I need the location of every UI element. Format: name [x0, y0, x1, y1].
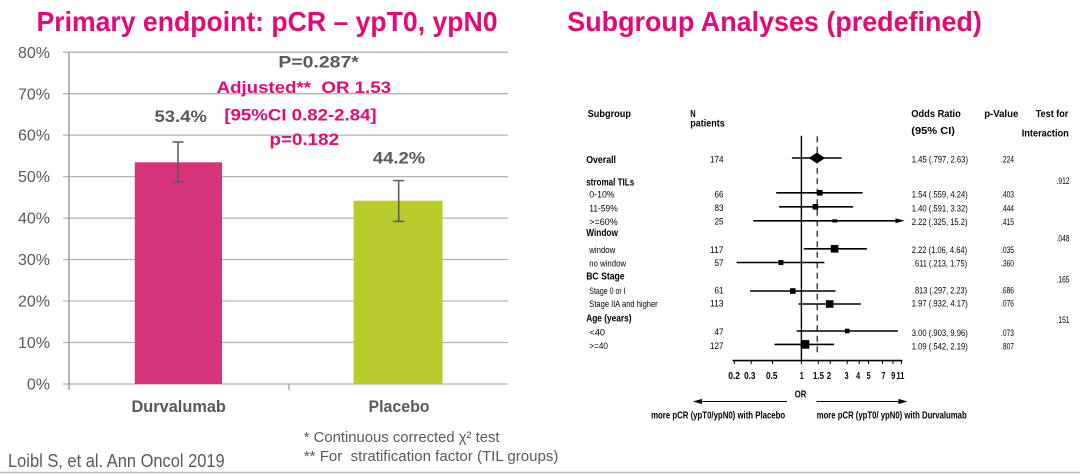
svg-text:BC Stage: BC Stage	[586, 271, 625, 283]
svg-text:Adjusted** OR 1.53: Adjusted** OR 1.53	[217, 78, 391, 97]
svg-text:P=0.287*: P=0.287*	[278, 53, 359, 72]
svg-text:1.40 (.591, 3.32): 1.40 (.591, 3.32)	[912, 203, 968, 213]
svg-text:1.5: 1.5	[813, 370, 824, 382]
svg-text:3.00 (.903, 9.96): 3.00 (.903, 9.96)	[912, 328, 968, 338]
svg-text:2.22 (.325, 15.2): 2.22 (.325, 15.2)	[912, 217, 968, 227]
svg-text:.048: .048	[1057, 234, 1070, 244]
svg-text:66: 66	[715, 190, 724, 200]
svg-text:(95% CI): (95% CI)	[911, 125, 955, 137]
svg-text:25: 25	[715, 217, 724, 227]
svg-text:Window: Window	[586, 227, 618, 239]
svg-text:1.97 (.932, 4.17): 1.97 (.932, 4.17)	[912, 299, 968, 309]
svg-text:.912: .912	[1057, 176, 1070, 186]
svg-text:.403: .403	[1001, 190, 1014, 200]
svg-text:Test for: Test for	[1036, 108, 1069, 120]
svg-text:60%: 60%	[18, 128, 50, 145]
svg-text:p-Value: p-Value	[984, 108, 1018, 120]
svg-text:5: 5	[867, 370, 871, 382]
svg-text:Loibl S, et al. Ann Oncol 2019: Loibl S, et al. Ann Oncol 2019	[8, 451, 225, 471]
svg-text:.360: .360	[1001, 259, 1014, 269]
svg-text:1.45 (.797, 2.63): 1.45 (.797, 2.63)	[912, 154, 968, 164]
svg-text:9: 9	[891, 370, 895, 382]
svg-text:.415: .415	[1001, 217, 1014, 227]
svg-text:Overall: Overall	[586, 154, 616, 166]
svg-text:Age (years): Age (years)	[586, 312, 631, 324]
svg-text:80%: 80%	[18, 45, 50, 62]
svg-text:0-10%: 0-10%	[589, 190, 615, 201]
svg-text:Durvalumab: Durvalumab	[132, 397, 226, 416]
svg-text:[95%CI 0.82-2.84]: [95%CI 0.82-2.84]	[224, 106, 376, 125]
svg-text:* Continuous corrected χ² test: * Continuous corrected χ² test	[304, 429, 501, 446]
svg-text:2.22 (1.06, 4.64): 2.22 (1.06, 4.64)	[912, 245, 967, 255]
svg-text:.611 (.213, 1.75): .611 (.213, 1.75)	[913, 259, 967, 269]
svg-text:.076: .076	[1001, 299, 1014, 309]
svg-text:0%: 0%	[27, 377, 50, 394]
svg-text:Interaction: Interaction	[1022, 128, 1069, 140]
svg-text:11: 11	[897, 370, 905, 382]
svg-text:.813 (.297, 2.23): .813 (.297, 2.23)	[913, 286, 967, 296]
svg-text:0.2: 0.2	[728, 370, 740, 382]
svg-text:30%: 30%	[18, 252, 50, 269]
svg-text:2: 2	[827, 370, 831, 382]
svg-text:50%: 50%	[18, 169, 50, 186]
svg-text:0.3: 0.3	[744, 370, 756, 382]
svg-text:<40: <40	[589, 327, 605, 338]
svg-text:11-59%: 11-59%	[589, 203, 618, 214]
svg-text:Stage IIA and higher: Stage IIA and higher	[589, 299, 657, 310]
svg-text:.224: .224	[1001, 154, 1014, 164]
svg-text:4: 4	[856, 370, 860, 382]
svg-text:Subgroup Analyses (predefined): Subgroup Analyses (predefined)	[567, 6, 982, 37]
svg-text:Odds Ratio: Odds Ratio	[911, 108, 961, 120]
svg-text:** For stratification factor: ** For stratification factor (TIL groups…	[304, 448, 559, 465]
svg-text:.444: .444	[1001, 203, 1014, 213]
svg-text:.686: .686	[1001, 286, 1014, 296]
svg-text:1.09 (.542, 2.19): 1.09 (.542, 2.19)	[912, 342, 968, 352]
svg-text:1: 1	[800, 370, 804, 382]
svg-text:.073: .073	[1001, 328, 1014, 338]
svg-text:more pCR (ypT0/ypN0) with Plac: more pCR (ypT0/ypN0) with Placebo	[651, 410, 785, 421]
svg-text:44.2%: 44.2%	[373, 148, 425, 167]
svg-text:40%: 40%	[18, 211, 50, 228]
svg-text:127: 127	[710, 341, 724, 351]
svg-text:p=0.182: p=0.182	[270, 130, 340, 149]
svg-text:7: 7	[882, 370, 886, 382]
svg-text:Primary endpoint: pCR – ypT0,: Primary endpoint: pCR – ypT0, ypN0	[37, 6, 498, 37]
svg-text:113: 113	[710, 299, 724, 309]
svg-text:window: window	[588, 245, 615, 256]
svg-text:Stage 0 or I: Stage 0 or I	[589, 286, 625, 297]
svg-text:.165: .165	[1057, 274, 1070, 284]
svg-text:83: 83	[715, 203, 724, 213]
svg-text:more pCR (ypT0/ ypN0) with Dur: more pCR (ypT0/ ypN0) with Durvalumab	[817, 410, 967, 421]
svg-text:70%: 70%	[18, 86, 50, 103]
svg-text:N: N	[690, 108, 695, 120]
svg-text:>=40: >=40	[589, 341, 608, 352]
svg-text:.151: .151	[1057, 315, 1070, 325]
svg-text:47: 47	[715, 327, 724, 337]
svg-text:57: 57	[715, 258, 724, 268]
svg-text:1.54 (.559, 4.24): 1.54 (.559, 4.24)	[912, 190, 968, 200]
svg-text:Placebo: Placebo	[368, 397, 429, 416]
svg-text:117: 117	[710, 245, 724, 255]
svg-text:53.4%: 53.4%	[155, 107, 207, 126]
svg-text:OR: OR	[795, 388, 807, 400]
svg-text:3: 3	[845, 370, 849, 382]
svg-text:61: 61	[715, 286, 724, 296]
svg-text:.035: .035	[1001, 245, 1014, 255]
svg-text:20%: 20%	[18, 294, 50, 311]
svg-text:174: 174	[710, 155, 724, 165]
svg-text:.807: .807	[1001, 342, 1014, 352]
svg-text:0.5: 0.5	[766, 370, 778, 382]
svg-text:>=60%: >=60%	[589, 217, 618, 228]
svg-text:stromal TILs: stromal TILs	[586, 177, 634, 189]
svg-text:Subgroup: Subgroup	[588, 108, 631, 120]
svg-text:patients: patients	[690, 117, 725, 129]
svg-text:10%: 10%	[18, 335, 50, 352]
svg-text:no window: no window	[589, 258, 626, 269]
